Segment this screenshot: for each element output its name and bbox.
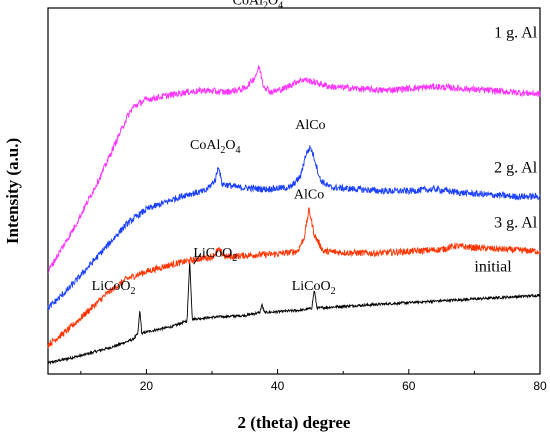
y-axis-title: Intensity (a.u.): [3, 138, 22, 244]
series-line-1-g-al: [47, 65, 541, 273]
x-axis-ticks: 20 40 60 80: [80, 369, 547, 393]
series-label: 1 g. Al: [494, 24, 538, 41]
series-label: 3 g. Al: [494, 215, 538, 232]
peak-annotation: LiCoO2: [92, 279, 136, 297]
peak-annotation: AlCo: [294, 187, 324, 202]
plot-frame: [47, 7, 541, 375]
peak-annotation: CoAl2O4: [233, 0, 283, 11]
series-line-initial: [47, 260, 541, 366]
x-tick-label: 20: [140, 379, 154, 393]
peak-annotation: AlCo: [295, 118, 325, 133]
plot-border: [47, 7, 541, 375]
series-label: initial: [474, 259, 512, 276]
peak-annotation: LiCoO2: [292, 279, 336, 297]
x-tick-label: 60: [402, 379, 416, 393]
x-tick-label: 40: [271, 379, 285, 393]
peak-leader-line: [193, 252, 202, 265]
x-axis-title: 2 (theta) degree: [238, 413, 351, 432]
series-line-3-g-al: [47, 207, 541, 348]
peak-annotation: CoAl2O4: [190, 138, 240, 156]
x-tick-label: 80: [533, 379, 547, 393]
series-line-2-g-al: [47, 145, 541, 310]
series-label: 2 g. Al: [494, 160, 538, 177]
peak-annotations: LiCoO2 LiCoO2 LiCoO2 AlCo AlCo CoAl2O4 CoAl2O4: [92, 0, 336, 297]
series-labels: initial 3 g. Al 2 g. Al 1 g. Al: [474, 24, 537, 275]
series-layer: [47, 65, 541, 366]
peak-annotation: LiCoO2: [193, 246, 237, 264]
